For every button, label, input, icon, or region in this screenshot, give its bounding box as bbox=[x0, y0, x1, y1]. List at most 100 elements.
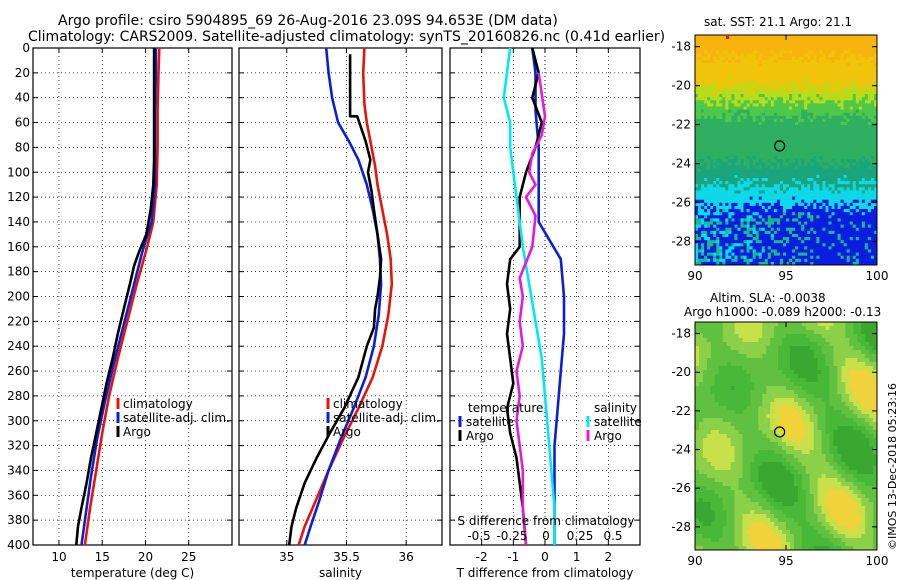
map-cell bbox=[707, 205, 711, 210]
map-cell bbox=[698, 115, 702, 120]
map-cell bbox=[789, 243, 793, 247]
map-cell bbox=[816, 72, 820, 76]
map-cell bbox=[864, 35, 869, 39]
map-cell bbox=[813, 100, 817, 104]
map-cell bbox=[822, 165, 826, 170]
map-cell bbox=[779, 237, 784, 241]
map-cell bbox=[716, 209, 720, 213]
map-cell bbox=[773, 56, 778, 61]
map-cell bbox=[813, 140, 817, 145]
map-cell bbox=[767, 128, 772, 132]
map-cell bbox=[779, 202, 784, 207]
map-cell bbox=[779, 62, 784, 67]
map-cell bbox=[786, 233, 790, 238]
map-cell bbox=[767, 249, 772, 253]
map-cell bbox=[819, 122, 823, 126]
map-cell bbox=[819, 53, 823, 58]
map-cell bbox=[864, 97, 869, 101]
map-cell bbox=[701, 255, 705, 260]
map-cell bbox=[713, 193, 717, 198]
map-cell bbox=[816, 218, 820, 222]
map-cell bbox=[789, 171, 793, 176]
map-cell bbox=[843, 193, 848, 198]
map-cell bbox=[792, 59, 796, 64]
map-cell bbox=[779, 50, 784, 55]
map-cell bbox=[770, 237, 775, 241]
map-cell bbox=[855, 258, 860, 263]
map-cell bbox=[776, 150, 781, 154]
map-cell bbox=[822, 184, 826, 188]
map-cell bbox=[752, 243, 757, 247]
map-cell bbox=[858, 140, 863, 145]
map-cell bbox=[810, 184, 814, 188]
map-cell bbox=[718, 330, 724, 335]
map-cell bbox=[786, 143, 790, 148]
map-cell bbox=[828, 53, 832, 58]
map-cell bbox=[795, 209, 799, 213]
map-cell bbox=[737, 184, 741, 188]
map-cell bbox=[816, 209, 820, 213]
map-cell bbox=[849, 252, 854, 257]
map-cell bbox=[870, 156, 875, 160]
map-cell bbox=[719, 146, 723, 151]
map-cell bbox=[870, 162, 875, 166]
map-cell bbox=[746, 150, 750, 154]
map-cell bbox=[713, 72, 717, 76]
map-cell bbox=[716, 193, 720, 198]
map-cell bbox=[743, 150, 747, 154]
map-cell bbox=[801, 338, 807, 343]
map-cell bbox=[817, 330, 823, 335]
map-cell bbox=[861, 227, 866, 232]
map-cell bbox=[731, 174, 735, 179]
map-cell bbox=[740, 131, 744, 135]
map-cell bbox=[698, 168, 702, 173]
map-cell bbox=[834, 174, 838, 179]
map-cell bbox=[828, 215, 832, 219]
map-cell bbox=[873, 66, 878, 70]
map-cell bbox=[831, 59, 835, 64]
map-cell bbox=[752, 94, 757, 98]
map-cell bbox=[782, 140, 787, 145]
map-cell bbox=[746, 184, 750, 188]
map-cell bbox=[840, 174, 845, 179]
map-cell bbox=[816, 143, 820, 148]
map-cell bbox=[852, 190, 857, 194]
map-cell bbox=[792, 212, 796, 216]
map-cell bbox=[801, 218, 805, 222]
map-cell bbox=[816, 128, 820, 132]
map-cell bbox=[843, 190, 848, 194]
map-cell bbox=[858, 84, 863, 89]
map-cell bbox=[849, 224, 854, 229]
map-cell bbox=[864, 249, 869, 253]
map-cell bbox=[846, 84, 851, 89]
map-cell bbox=[873, 177, 878, 182]
map-cell bbox=[870, 90, 875, 95]
map-cell bbox=[786, 330, 791, 335]
map-cell bbox=[707, 202, 711, 207]
map-cell bbox=[849, 44, 854, 48]
map-cell bbox=[752, 177, 757, 182]
map-cell bbox=[746, 100, 750, 104]
map-cell bbox=[840, 66, 845, 70]
map-cell bbox=[737, 190, 741, 194]
map-cell bbox=[728, 240, 732, 244]
map-cell bbox=[761, 252, 766, 257]
map-cell bbox=[707, 134, 711, 138]
map-cell bbox=[740, 38, 744, 42]
map-cell bbox=[752, 44, 757, 48]
map-cell bbox=[819, 38, 823, 42]
map-cell bbox=[734, 209, 738, 213]
map-cell bbox=[782, 69, 787, 73]
map-cell bbox=[846, 94, 851, 98]
map-cell bbox=[779, 94, 784, 98]
map-cell bbox=[746, 69, 750, 73]
map-cell bbox=[873, 218, 878, 222]
map-cell bbox=[843, 44, 848, 48]
map-cell bbox=[807, 87, 811, 92]
map-cell bbox=[873, 131, 878, 135]
map-cell bbox=[734, 38, 738, 42]
map-cell bbox=[719, 243, 723, 247]
map-cell bbox=[740, 255, 744, 260]
map-cell bbox=[770, 174, 775, 179]
map-cell bbox=[746, 122, 750, 126]
